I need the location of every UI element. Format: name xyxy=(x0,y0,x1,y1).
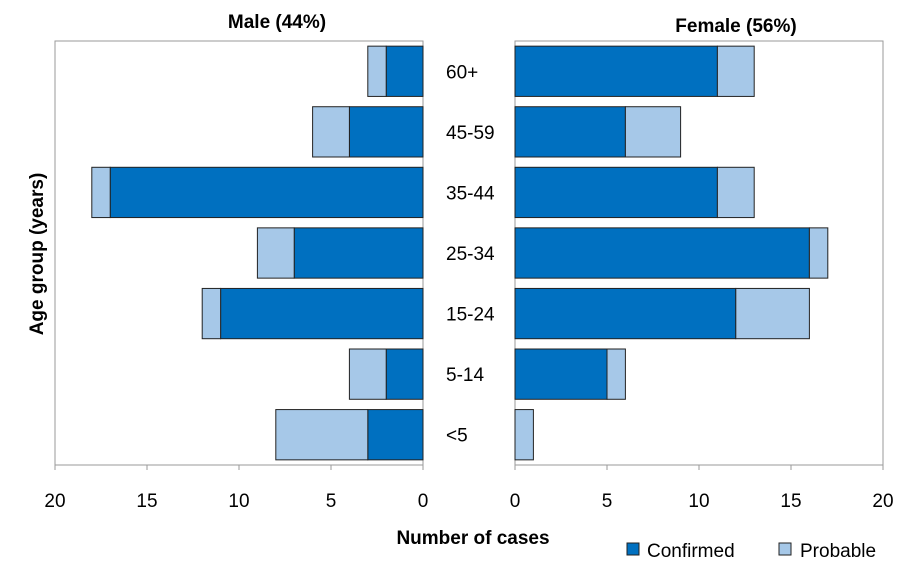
pyramid-chart: Male (44%) 20 15 10 5 0 Female (56%) 0 5 10 15 2… xyxy=(0,0,902,572)
male-bar-confirmed xyxy=(221,288,423,338)
female-bar-probable xyxy=(809,228,827,278)
male-tick-label: 5 xyxy=(326,491,337,512)
female-bar-probable xyxy=(717,46,754,96)
male-tick-label: 20 xyxy=(44,491,65,512)
age-group-labels: 60+ 45-59 35-44 25-34 15-24 5-14 <5 xyxy=(446,62,495,446)
male-x-ticks: 20 15 10 5 0 xyxy=(44,465,428,512)
y-axis-title: Age group (years) xyxy=(27,173,48,336)
female-bar-probable xyxy=(607,349,625,399)
female-bar-confirmed xyxy=(515,349,607,399)
female-tick-label: 20 xyxy=(872,491,893,512)
female-bar-confirmed xyxy=(515,167,717,217)
male-bar-confirmed xyxy=(110,167,423,217)
male-bar-probable xyxy=(202,288,220,338)
age-group-label: 15-24 xyxy=(446,305,495,326)
age-group-label: 5-14 xyxy=(446,365,484,386)
male-bar-probable xyxy=(276,410,368,460)
male-bar-confirmed xyxy=(294,228,423,278)
female-tick-label: 15 xyxy=(780,491,801,512)
male-bar-probable xyxy=(349,349,386,399)
female-x-ticks: 0 5 10 15 20 xyxy=(510,465,894,512)
male-bars xyxy=(92,46,423,460)
male-tick-label: 0 xyxy=(418,491,429,512)
male-tick-label: 15 xyxy=(136,491,157,512)
male-tick-label: 10 xyxy=(228,491,249,512)
female-bars xyxy=(515,46,828,460)
male-bar-confirmed xyxy=(386,349,423,399)
female-tick-label: 10 xyxy=(688,491,709,512)
female-bar-probable xyxy=(717,167,754,217)
female-bar-confirmed xyxy=(515,288,736,338)
legend-swatch-confirmed xyxy=(627,543,639,555)
x-axis-title: Number of cases xyxy=(396,528,549,549)
female-bar-confirmed xyxy=(515,228,809,278)
male-bar-confirmed xyxy=(368,410,423,460)
age-group-label: 35-44 xyxy=(446,183,495,204)
male-bar-confirmed xyxy=(386,46,423,96)
legend: Confirmed Probable xyxy=(627,541,876,562)
male-bar-probable xyxy=(257,228,294,278)
male-bar-probable xyxy=(92,167,110,217)
female-tick-label: 5 xyxy=(602,491,613,512)
female-bar-probable xyxy=(625,107,680,157)
male-bar-confirmed xyxy=(349,107,423,157)
female-tick-label: 0 xyxy=(510,491,521,512)
age-group-label: 25-34 xyxy=(446,244,495,265)
male-bar-probable xyxy=(313,107,350,157)
legend-swatch-probable xyxy=(779,543,791,555)
female-bar-probable xyxy=(515,410,533,460)
female-bar-probable xyxy=(736,288,810,338)
age-group-label: 45-59 xyxy=(446,123,495,144)
age-group-label: 60+ xyxy=(446,62,478,83)
female-bar-confirmed xyxy=(515,46,717,96)
female-panel-title: Female (56%) xyxy=(675,16,796,37)
legend-label-confirmed: Confirmed xyxy=(647,541,735,562)
male-bar-probable xyxy=(368,46,386,96)
male-panel-title: Male (44%) xyxy=(228,12,326,33)
legend-label-probable: Probable xyxy=(800,541,876,562)
age-group-label: <5 xyxy=(446,426,468,447)
female-bar-confirmed xyxy=(515,107,625,157)
